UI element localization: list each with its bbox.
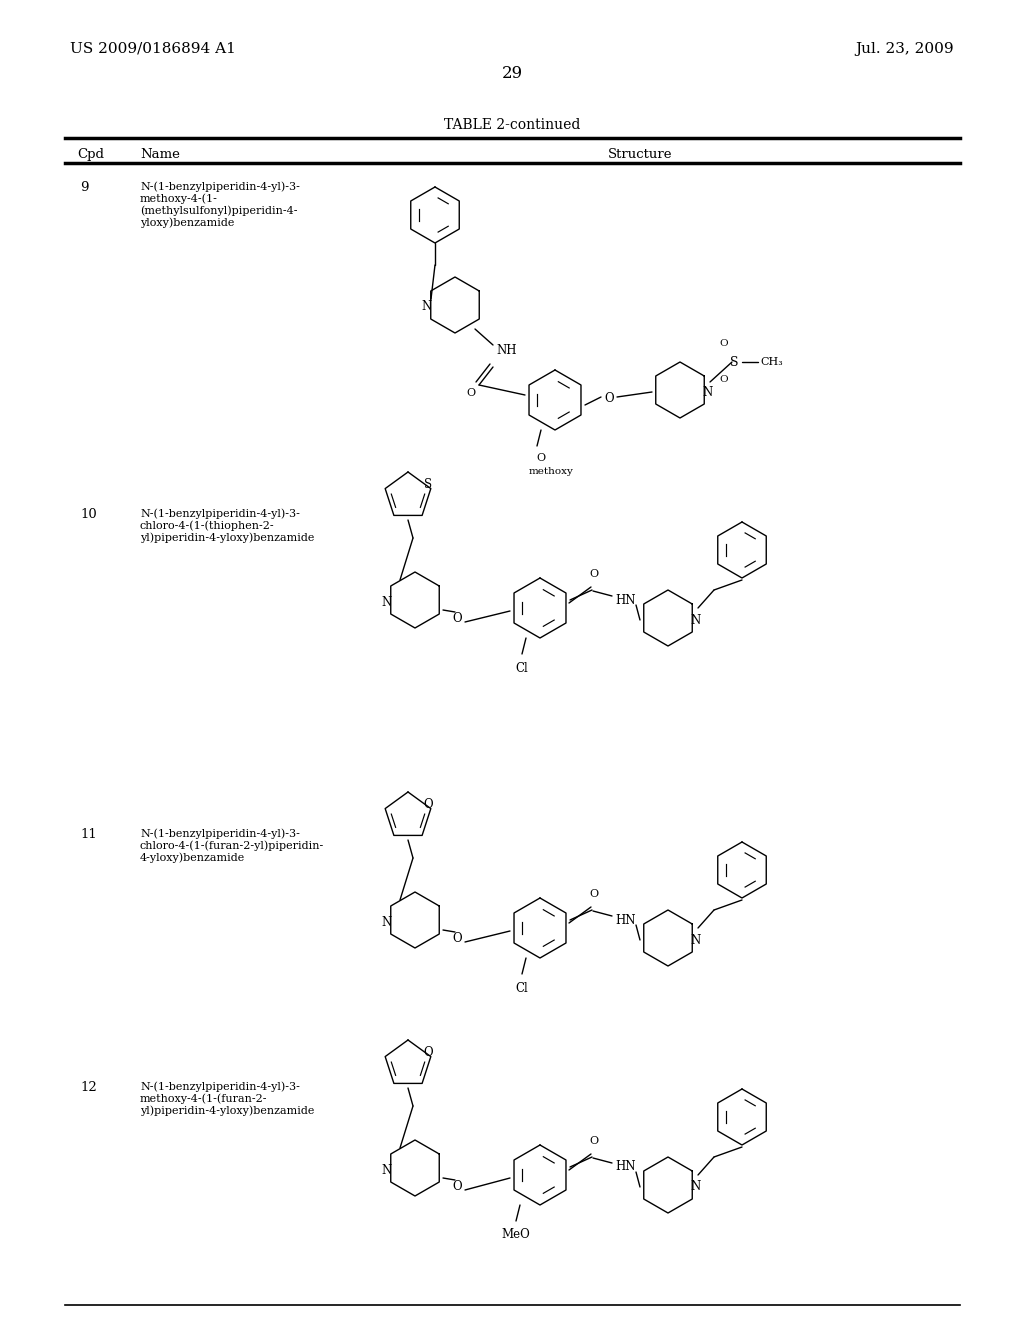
Text: O: O (453, 932, 462, 945)
Text: N: N (691, 1180, 701, 1193)
Text: Name: Name (140, 148, 180, 161)
Text: Cl: Cl (516, 982, 528, 994)
Text: S: S (730, 355, 738, 368)
Text: HN: HN (615, 913, 636, 927)
Text: N: N (382, 595, 392, 609)
Text: O: O (453, 611, 462, 624)
Text: O: O (590, 569, 599, 579)
Text: S: S (424, 478, 432, 491)
Text: MeO: MeO (502, 1229, 530, 1242)
Text: 9: 9 (80, 181, 88, 194)
Text: O: O (453, 1180, 462, 1192)
Text: N: N (382, 1163, 392, 1176)
Text: N-(1-benzylpiperidin-4-yl)-3-
methoxy-4-(1-
(methylsulfonyl)piperidin-4-
yloxy)b: N-(1-benzylpiperidin-4-yl)-3- methoxy-4-… (140, 181, 300, 228)
Text: N-(1-benzylpiperidin-4-yl)-3-
chloro-4-(1-(furan-2-yl)piperidin-
4-yloxy)benzami: N-(1-benzylpiperidin-4-yl)-3- chloro-4-(… (140, 828, 325, 863)
Text: O: O (604, 392, 613, 404)
Text: O: O (423, 797, 433, 810)
Text: O: O (537, 453, 546, 463)
Text: N: N (702, 385, 713, 399)
Text: Cpd: Cpd (77, 148, 104, 161)
Text: N: N (691, 933, 701, 946)
Text: Cl: Cl (516, 661, 528, 675)
Text: HN: HN (615, 1160, 636, 1173)
Text: methoxy: methoxy (528, 467, 573, 477)
Text: O: O (423, 1045, 433, 1059)
Text: 10: 10 (80, 508, 96, 521)
Text: 29: 29 (502, 65, 522, 82)
Text: 12: 12 (80, 1081, 96, 1094)
Text: N: N (382, 916, 392, 928)
Text: O: O (720, 375, 728, 384)
Text: 11: 11 (80, 828, 96, 841)
Text: O: O (467, 388, 475, 399)
Text: HN: HN (615, 594, 636, 606)
Text: N: N (422, 301, 432, 314)
Text: Jul. 23, 2009: Jul. 23, 2009 (855, 42, 954, 55)
Text: N-(1-benzylpiperidin-4-yl)-3-
methoxy-4-(1-(furan-2-
yl)piperidin-4-yloxy)benzam: N-(1-benzylpiperidin-4-yl)-3- methoxy-4-… (140, 1081, 314, 1117)
Text: O: O (590, 888, 599, 899)
Text: US 2009/0186894 A1: US 2009/0186894 A1 (70, 42, 236, 55)
Text: N: N (691, 614, 701, 627)
Text: CH₃: CH₃ (761, 356, 783, 367)
Text: O: O (720, 339, 728, 348)
Text: TABLE 2-continued: TABLE 2-continued (443, 117, 581, 132)
Text: Structure: Structure (608, 148, 672, 161)
Text: N-(1-benzylpiperidin-4-yl)-3-
chloro-4-(1-(thiophen-2-
yl)piperidin-4-yloxy)benz: N-(1-benzylpiperidin-4-yl)-3- chloro-4-(… (140, 508, 314, 543)
Text: NH: NH (497, 345, 517, 358)
Text: O: O (590, 1137, 599, 1146)
